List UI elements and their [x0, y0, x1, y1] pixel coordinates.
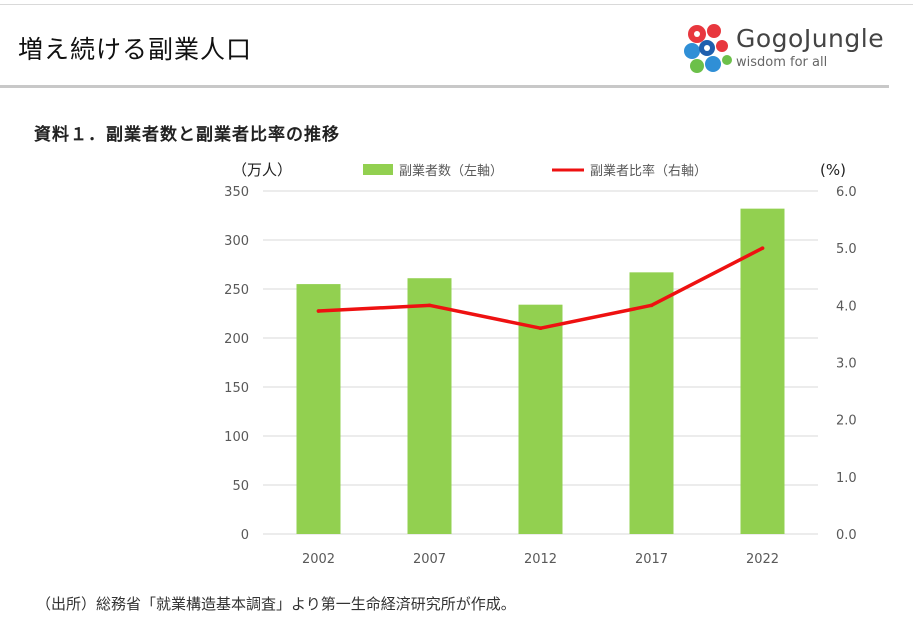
legend-bar-swatch — [363, 164, 393, 175]
legend: 副業者数（左軸） 副業者比率（右軸） — [363, 163, 707, 179]
right-tick-label: 6.0 — [836, 185, 857, 200]
right-tick-label: 0.0 — [836, 528, 857, 543]
logo-mark-icon — [684, 24, 732, 73]
line-point — [316, 309, 321, 313]
bar-series — [296, 208, 785, 534]
top-border — [0, 4, 913, 5]
section-title: 資料１．副業者数と副業者比率の推移 — [34, 125, 340, 145]
line-point — [760, 246, 765, 250]
logo-name: GogoJungle — [736, 24, 885, 53]
combo-chart: 0 50 100 150 200 250 300 350 0.0 1.0 2.0 3.0 4.0 5.0… — [224, 161, 857, 567]
right-tick-label: 5.0 — [836, 242, 857, 257]
gogojungle-logo[interactable]: GogoJungle wisdom for all — [683, 22, 898, 78]
left-axis-ticks: 0 50 100 150 200 250 300 350 — [224, 185, 249, 543]
bar — [296, 284, 341, 534]
bar — [407, 278, 452, 534]
left-tick-label: 50 — [232, 479, 249, 494]
left-tick-label: 200 — [224, 332, 249, 347]
right-axis-label: (%) — [820, 161, 846, 179]
line-series — [316, 246, 765, 331]
line-point — [427, 303, 432, 308]
bar — [740, 208, 785, 534]
right-axis-ticks: 0.0 1.0 2.0 3.0 4.0 5.0 6.0 — [836, 185, 857, 543]
left-tick-label: 0 — [241, 528, 249, 543]
bar — [629, 272, 674, 534]
x-tick-label: 2012 — [524, 552, 557, 567]
legend-line-label: 副業者比率（右軸） — [590, 163, 707, 179]
right-tick-label: 2.0 — [836, 414, 857, 429]
line-point — [538, 326, 543, 331]
header-divider — [0, 85, 889, 88]
right-tick-label: 1.0 — [836, 471, 857, 486]
x-tick-label: 2022 — [746, 552, 779, 567]
source-note: （出所）総務省「就業構造基本調査」より第一生命経済研究所が作成。 — [36, 595, 516, 613]
left-tick-label: 350 — [224, 185, 249, 200]
page-title: 増え続ける副業人口 — [18, 35, 253, 64]
x-axis-ticks: 2002 2007 2012 2017 2022 — [302, 552, 779, 567]
logo-tagline: wisdom for all — [736, 55, 828, 70]
right-tick-label: 4.0 — [836, 299, 857, 314]
legend-bar-label: 副業者数（左軸） — [399, 163, 503, 179]
left-axis-label: （万人） — [232, 161, 292, 179]
bar — [518, 304, 563, 534]
x-tick-label: 2002 — [302, 552, 335, 567]
x-tick-label: 2017 — [635, 552, 668, 567]
left-tick-label: 300 — [224, 234, 249, 249]
left-tick-label: 250 — [224, 283, 249, 298]
left-tick-label: 150 — [224, 381, 249, 396]
x-tick-label: 2007 — [413, 552, 446, 567]
line-point — [649, 303, 654, 308]
left-tick-label: 100 — [224, 430, 249, 445]
right-tick-label: 3.0 — [836, 357, 857, 372]
